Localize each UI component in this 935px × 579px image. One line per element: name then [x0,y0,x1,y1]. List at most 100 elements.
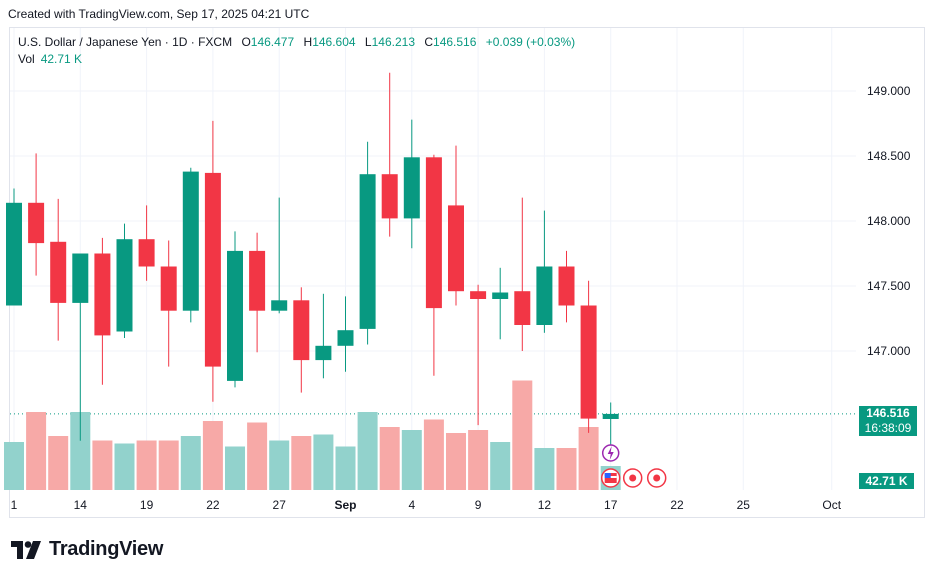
volume-bar [158,440,179,490]
volume-tag: 42.71 K [859,473,914,489]
price-axis: 149.000 148.500 148.000 147.500 147.000 [867,84,911,358]
candle-body [337,330,354,346]
candle-body [558,266,575,306]
candle-body [227,250,243,381]
symbol-title[interactable]: U.S. Dollar / Japanese Yen · 1D · FXCM [18,35,233,49]
candle-body [381,174,398,219]
time-tick-label: Sep [334,498,356,512]
price-tick-label: 148.500 [867,149,911,163]
time-tick-label: 4 [408,498,415,512]
open-value: 146.477 [250,35,295,49]
candle-body [425,157,442,309]
candle-body [359,174,376,329]
volume-bars [4,380,621,490]
time-tick-label: 22 [670,498,684,512]
tradingview-logo-icon [11,540,41,559]
change-value: +0.039 (+0.03%) [485,35,576,49]
candle-body [160,266,177,311]
high-value: 146.604 [312,35,356,49]
volume-bar [423,419,444,490]
price-tick-label: 148.000 [867,214,911,228]
volume-bar [401,430,422,490]
high-label: H [303,35,313,49]
candle-body [94,253,111,336]
candle-body [249,250,266,311]
lightning-icon-bolt [607,446,614,460]
candle-body [580,305,597,419]
time-tick-label: 17 [604,498,618,512]
economic-event-icon [646,468,667,488]
volume-bar [291,436,312,490]
candle-body [116,239,133,332]
low-value: 146.213 [371,35,415,49]
candle-body [448,205,464,292]
volume-bar [180,436,201,490]
candle-body [514,291,531,325]
time-tick-label: 12 [538,498,552,512]
volume-bar [136,440,157,490]
volume-bar [92,440,113,490]
price-tick-label: 149.000 [867,84,911,98]
candles [6,72,619,454]
low-label: L [364,35,372,49]
chart-legend-header: U.S. Dollar / Japanese Yen · 1D · FXCM O… [18,35,575,49]
candle-body [492,292,509,299]
volume-bar [114,443,135,490]
us-flag-icon-canton [604,473,611,478]
volume-bar [247,422,268,490]
time-tick-label: 22 [206,498,220,512]
time-tick-label: 25 [737,498,751,512]
volume-bar [313,434,334,490]
time-tick-label: Oct [822,498,841,512]
volume-bar [446,433,466,490]
volume-bar [490,442,511,490]
volume-bar [512,380,533,490]
volume-bar [534,448,555,490]
economic-event-icon [622,468,643,488]
time-tick-label: 27 [273,498,287,512]
volume-bar [578,427,599,490]
volume-bar [556,448,577,490]
close-label: C [424,35,434,49]
price-tick-label: 147.500 [867,279,911,293]
chart-caption: Created with TradingView.com, Sep 17, 20… [8,7,310,21]
close-value: 146.516 [433,35,477,49]
price-tick-label: 147.000 [867,344,911,358]
time-tick-label: 9 [475,498,482,512]
lightning-icon [601,444,620,462]
volume-value: 42.71 K [40,52,83,66]
volume-legend: Vol 42.71 K [18,52,82,66]
candle-body [315,345,332,361]
event-markers [600,444,667,488]
volume-bar [335,446,356,490]
economic-event-icon-dot [629,474,637,482]
volume-label: Vol [18,52,35,66]
volume-bar [202,421,223,490]
candle-body [138,239,155,267]
tradingview-logo[interactable]: TradingView [11,538,163,561]
economic-event-icon-dot [653,474,661,482]
volume-bar [468,430,489,490]
us-flag-icon [600,468,621,488]
candle-body [72,253,89,303]
candle-body [602,413,619,419]
volume-bar [4,442,24,490]
volume-bar [26,412,47,490]
open-label: O [241,35,251,49]
volume-bar [225,446,245,490]
last-price-value: 146.516 [866,406,910,420]
candle-body [204,172,221,367]
time-tick-label: 19 [140,498,154,512]
candle-body [403,157,420,219]
brand-name: TradingView [49,538,164,560]
candle-body [50,241,67,303]
volume-bar [269,440,290,490]
candle-body [28,202,45,244]
candle-body [536,266,553,325]
volume-bar [357,412,378,490]
bar-countdown: 16:38:09 [864,421,912,435]
candle-body [6,202,22,306]
candle-body [470,291,487,299]
time-tick-label: 1 [11,498,18,512]
